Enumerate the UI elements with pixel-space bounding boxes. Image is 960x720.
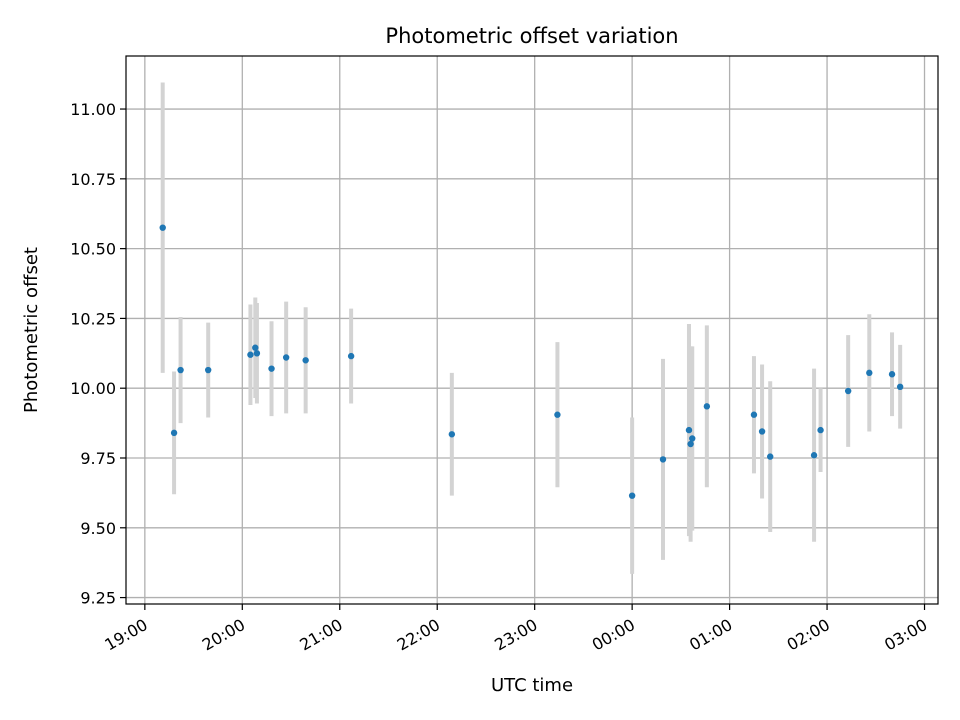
data-point — [247, 351, 254, 358]
y-axis-label: Photometric offset — [21, 247, 42, 413]
data-point — [817, 426, 824, 434]
data-point — [302, 357, 309, 364]
data-point — [888, 371, 896, 378]
data-point — [689, 435, 696, 442]
data-point — [844, 387, 852, 395]
y-tick-label: 10.50 — [70, 240, 116, 259]
data-point — [170, 429, 178, 437]
y-tick-label: 9.25 — [80, 589, 116, 608]
data-point — [659, 456, 667, 463]
data-point — [347, 352, 355, 360]
x-axis-label: UTC time — [491, 675, 573, 696]
data-point — [687, 440, 694, 448]
data-point — [758, 428, 766, 435]
y-tick-label: 9.50 — [80, 519, 116, 538]
data-point — [866, 369, 873, 377]
data-points — [159, 224, 904, 499]
data-point — [703, 403, 711, 410]
data-point — [252, 344, 259, 351]
data-point — [767, 453, 774, 460]
y-axis: 9.25 9.50 9.75 10.00 10.25 10.50 10.75 11.00 — [70, 100, 126, 608]
data-point — [896, 383, 904, 391]
data-point — [810, 452, 818, 459]
data-point — [750, 411, 758, 418]
data-point — [628, 492, 636, 499]
plot-frame — [125, 55, 939, 605]
chart-title: Photometric offset variation — [385, 24, 678, 48]
data-point — [268, 365, 275, 372]
data-point — [177, 366, 184, 374]
data-point — [554, 411, 561, 418]
data-point — [685, 426, 693, 434]
y-tick-label: 9.75 — [80, 449, 116, 468]
y-tick-label: 10.00 — [70, 379, 116, 398]
data-point — [282, 354, 290, 361]
data-point — [253, 350, 261, 357]
y-tick-label: 10.75 — [70, 170, 116, 189]
data-point — [159, 224, 166, 231]
data-point — [448, 431, 456, 438]
y-tick-label: 10.25 — [70, 309, 116, 328]
y-tick-label: 11.00 — [70, 100, 116, 119]
data-point — [204, 366, 212, 374]
grid — [126, 56, 938, 604]
